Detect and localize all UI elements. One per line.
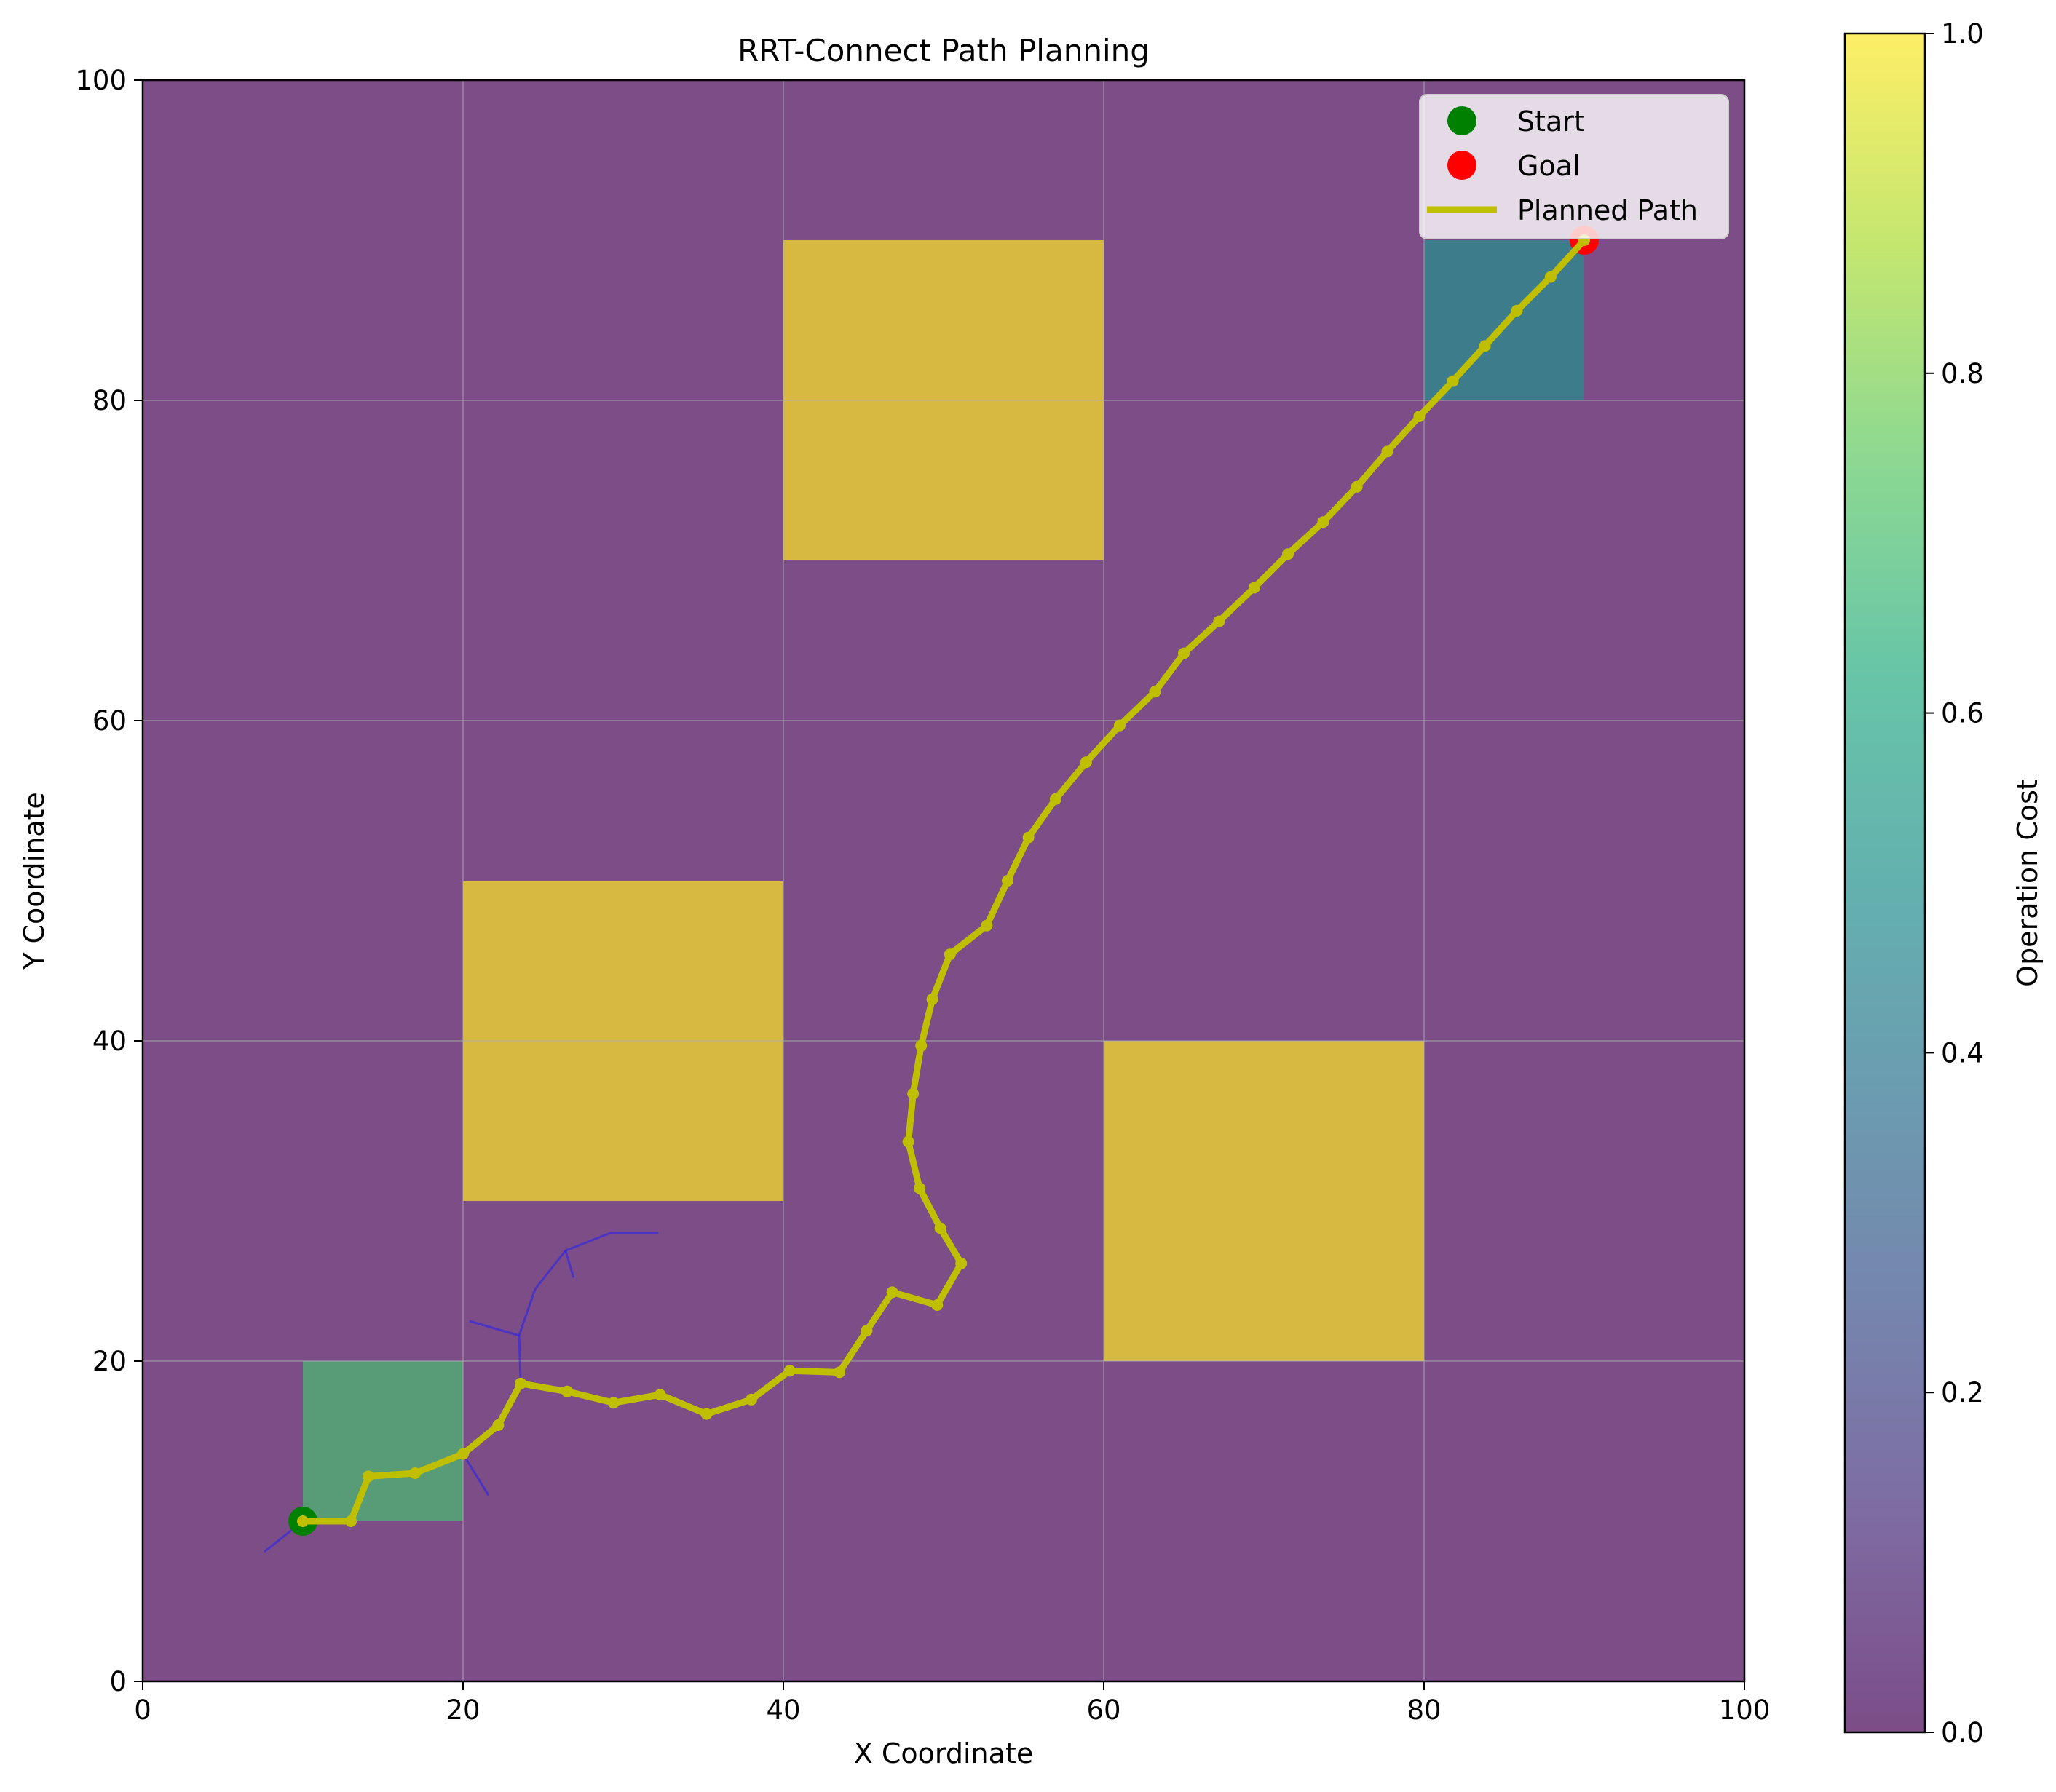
tree-edge [534, 1250, 566, 1290]
path-point [907, 1087, 920, 1100]
legend: Start Goal Planned Path [1419, 94, 1729, 239]
path-point [981, 919, 993, 932]
legend-box [1419, 94, 1729, 239]
path-point [1544, 271, 1557, 283]
colorbar: 0.0 0.2 0.4 0.6 0.8 1.0 Operation Cost [1843, 18, 2044, 1748]
path-point [1511, 304, 1523, 317]
colorbar-tick-label: 0.2 [1941, 1377, 1984, 1408]
cost-region-1 [463, 881, 783, 1201]
legend-goal-label: Goal [1517, 150, 1581, 182]
tree-edge [469, 1320, 520, 1337]
y-tick-label: 100 [75, 65, 127, 96]
x-tick-label: 80 [1407, 1694, 1441, 1726]
path-point [457, 1448, 469, 1460]
x-tick-label: 40 [766, 1694, 800, 1726]
path-point [363, 1470, 375, 1483]
path-point [955, 1257, 968, 1269]
path-point [1447, 375, 1459, 387]
path-point [1178, 647, 1190, 659]
path-point [926, 993, 938, 1005]
colorbar-ticks: 0.0 0.2 0.4 0.6 0.8 1.0 [1925, 18, 1984, 1748]
y-tick-label: 40 [92, 1026, 127, 1057]
x-tick-label: 100 [1719, 1694, 1771, 1726]
path-point [1282, 548, 1294, 560]
path-point [931, 1299, 944, 1311]
y-tick-label: 20 [92, 1346, 127, 1377]
path-point [886, 1286, 898, 1299]
path-point [944, 948, 956, 961]
y-tick-label: 0 [109, 1666, 127, 1697]
path-point [902, 1135, 914, 1148]
path-point [1381, 445, 1393, 458]
tree-edge [518, 1288, 537, 1336]
x-tick-label: 0 [134, 1694, 151, 1726]
colorbar-gradient [1845, 33, 1925, 1732]
path-point [492, 1419, 505, 1431]
path-point [1413, 411, 1426, 422]
plot-area [141, 79, 1746, 1683]
path-point [861, 1325, 873, 1337]
tree-edge [518, 1335, 522, 1384]
path-point [914, 1182, 925, 1194]
path-point [515, 1377, 527, 1389]
path-point [783, 1365, 796, 1377]
y-axis-ticks: 0 20 40 60 80 100 [75, 65, 143, 1697]
path-point [1050, 793, 1061, 805]
colorbar-tick-label: 0.0 [1941, 1717, 1984, 1748]
legend-goal-marker [1447, 151, 1476, 180]
path-point [746, 1393, 757, 1406]
path-point [1114, 719, 1126, 732]
path-point [1213, 615, 1225, 627]
path-point [1080, 756, 1092, 769]
path-point [934, 1222, 946, 1234]
y-tick-label: 80 [92, 385, 127, 416]
colorbar-label: Operation Cost [2012, 779, 2044, 987]
path-point [561, 1385, 573, 1397]
cost-region-3 [303, 1361, 463, 1521]
path-point [654, 1389, 666, 1401]
y-axis-label: Y Coordinate [18, 792, 50, 970]
path-point [297, 1515, 309, 1527]
path-point [1248, 582, 1260, 594]
tree-edge [564, 1250, 575, 1279]
colorbar-tick-label: 0.8 [1941, 358, 1984, 389]
chart-title: RRT-Connect Path Planning [738, 33, 1150, 68]
path-point [915, 1039, 928, 1052]
plot-frame [141, 79, 1746, 1683]
path-point [1479, 340, 1491, 352]
y-tick-label: 60 [92, 705, 127, 737]
path-point [1002, 875, 1013, 887]
path-point [834, 1366, 845, 1379]
colorbar-tick-label: 0.4 [1941, 1037, 1984, 1069]
legend-start-marker [1447, 106, 1476, 135]
path-point [700, 1408, 713, 1420]
cost-heatmap [143, 80, 1744, 1681]
x-axis-label: X Coordinate [854, 1737, 1033, 1769]
path-point [1149, 686, 1161, 698]
path-point [1351, 480, 1363, 493]
x-tick-label: 20 [446, 1694, 480, 1726]
legend-start-label: Start [1517, 106, 1585, 138]
x-tick-label: 60 [1086, 1694, 1120, 1726]
path-point [607, 1397, 620, 1409]
colorbar-tick-label: 1.0 [1941, 18, 1984, 49]
legend-path-label: Planned Path [1517, 194, 1698, 226]
colorbar-tick-label: 0.6 [1941, 698, 1984, 729]
tree-edge [565, 1232, 611, 1252]
path-point [1317, 516, 1329, 528]
x-axis-ticks: 0 20 40 60 80 100 [134, 1681, 1770, 1726]
path-point [409, 1467, 421, 1479]
colorbar-frame [1843, 32, 1926, 1734]
path-point [345, 1515, 357, 1527]
planned-path [288, 226, 1599, 1536]
cost-region-0 [783, 240, 1104, 560]
tree-edge [462, 1453, 490, 1496]
cost-region-2 [1104, 1041, 1424, 1361]
path-point [1022, 831, 1035, 844]
